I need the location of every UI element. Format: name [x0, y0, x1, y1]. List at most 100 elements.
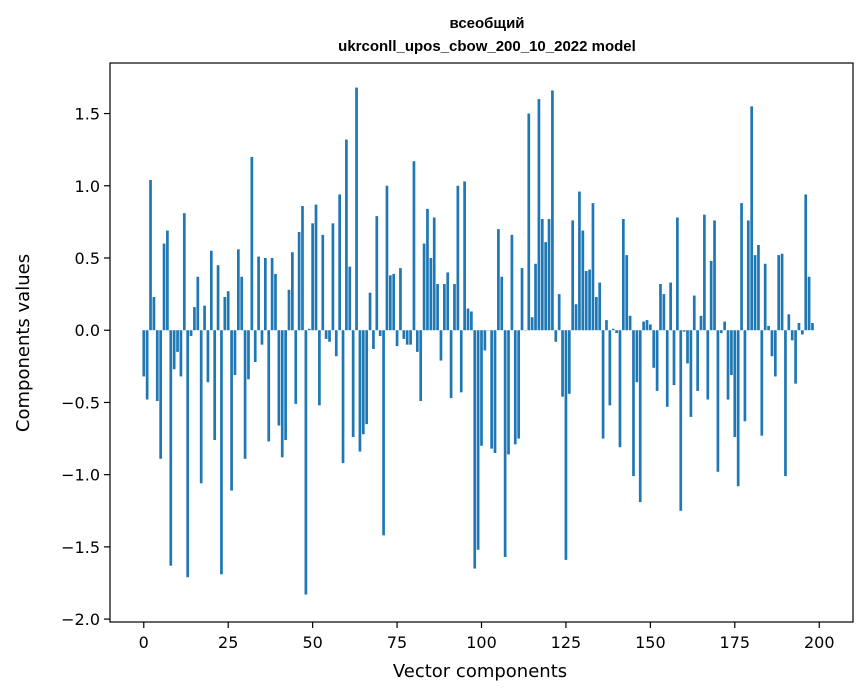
bar	[429, 258, 433, 331]
bar	[638, 330, 642, 503]
bar	[520, 268, 524, 331]
x-axis-label: Vector components	[393, 661, 567, 682]
bar	[297, 232, 301, 331]
bar	[392, 273, 396, 331]
bar	[196, 276, 200, 331]
bar	[686, 330, 689, 364]
bar	[426, 208, 429, 331]
bar	[355, 87, 358, 331]
bar	[405, 330, 409, 345]
bar	[375, 216, 379, 331]
bar	[253, 330, 257, 362]
bar	[152, 297, 156, 331]
bar	[507, 330, 510, 455]
bar	[331, 223, 335, 331]
bar	[527, 113, 531, 331]
bar	[402, 330, 406, 339]
bar	[719, 330, 723, 334]
bar	[500, 276, 504, 331]
bar	[703, 214, 706, 331]
bar	[226, 291, 230, 331]
bar	[361, 330, 365, 435]
bar	[618, 330, 622, 448]
bar	[291, 252, 294, 331]
bar	[709, 260, 713, 331]
bar	[773, 330, 777, 377]
bar-series	[142, 87, 814, 595]
x-axis-ticks: 0 25 50 75 100 125 150 175 200	[139, 622, 835, 652]
bar	[284, 330, 287, 440]
bar	[301, 206, 304, 331]
bar	[571, 220, 575, 331]
bar	[490, 330, 493, 449]
bar	[510, 234, 514, 331]
bar	[358, 330, 362, 452]
bar	[493, 330, 497, 453]
bar	[446, 272, 450, 331]
bar	[574, 304, 578, 331]
bar	[557, 294, 561, 331]
bar	[635, 330, 639, 383]
bar	[463, 181, 466, 331]
bar	[621, 219, 625, 331]
bar	[169, 330, 173, 566]
bar	[270, 258, 274, 331]
bar	[321, 234, 325, 331]
bar	[763, 263, 767, 331]
bar	[155, 330, 159, 401]
bar	[250, 156, 254, 331]
bar	[436, 284, 439, 331]
bar	[145, 330, 149, 400]
bar	[233, 330, 237, 375]
bar	[449, 330, 453, 399]
bar	[415, 330, 419, 352]
bar	[480, 330, 483, 446]
bar	[412, 161, 416, 331]
bar	[432, 217, 436, 331]
bar	[307, 328, 311, 331]
bar	[368, 292, 372, 331]
bar	[780, 253, 784, 331]
bar	[388, 275, 392, 331]
x-tick-label: 125	[551, 633, 582, 652]
bar	[385, 185, 389, 331]
bar	[642, 321, 645, 331]
bar	[172, 330, 176, 370]
bar	[746, 220, 750, 331]
bar	[591, 203, 595, 331]
bar	[439, 330, 443, 361]
bar	[513, 330, 517, 445]
plot-area-frame	[109, 62, 854, 623]
bar	[581, 230, 585, 331]
y-tick-label: −1.5	[61, 538, 100, 557]
bar	[443, 284, 446, 331]
bar	[483, 330, 487, 351]
bar	[655, 330, 659, 391]
bar	[223, 297, 227, 331]
bar	[149, 180, 152, 331]
bar	[676, 217, 679, 331]
bar	[372, 330, 375, 349]
bar	[395, 330, 399, 347]
bar	[236, 249, 240, 331]
bar	[662, 294, 666, 331]
bar	[787, 314, 791, 331]
bar	[280, 330, 284, 458]
bar	[807, 276, 811, 331]
bar	[645, 320, 649, 331]
bar	[422, 243, 426, 331]
bar	[750, 106, 754, 331]
x-tick-label: 25	[218, 633, 238, 652]
bar	[682, 330, 686, 332]
bar	[794, 330, 797, 384]
bar	[166, 230, 169, 331]
bar	[800, 330, 804, 335]
bar	[659, 284, 662, 331]
bar	[206, 330, 210, 383]
bar	[551, 90, 554, 331]
bar	[257, 256, 260, 331]
y-tick-label: 1.5	[75, 105, 100, 124]
y-tick-label: −0.5	[61, 393, 100, 412]
bar	[669, 282, 672, 331]
